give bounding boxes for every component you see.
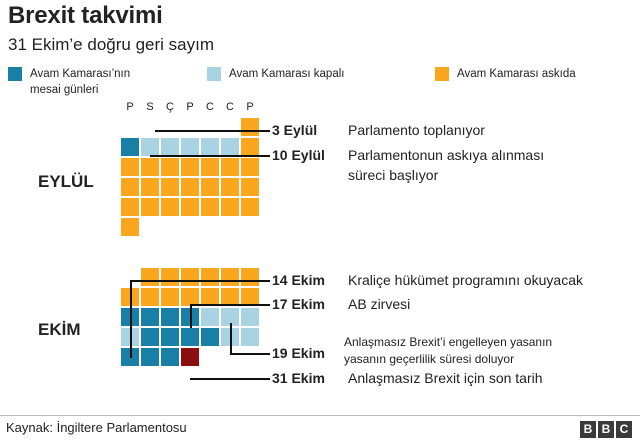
day-cell bbox=[241, 268, 259, 286]
day-cell bbox=[141, 308, 159, 326]
chart-subtitle: 31 Ekim’e doğru geri sayım bbox=[8, 35, 214, 54]
annotation-date: 14 Ekim bbox=[272, 272, 325, 288]
leader-line bbox=[190, 304, 192, 328]
day-cell bbox=[241, 328, 259, 346]
day-cell bbox=[221, 178, 239, 196]
day-cell bbox=[161, 348, 179, 366]
annotation-date: 19 Ekim bbox=[272, 345, 325, 361]
annotation-date: 17 Ekim bbox=[272, 296, 325, 312]
day-cell bbox=[161, 178, 179, 196]
annotation-text: Kraliçe hükümet programını okuyacak bbox=[348, 272, 583, 288]
legend-swatch bbox=[435, 67, 449, 81]
leader-line bbox=[130, 280, 132, 358]
source-text: Kaynak: İngiltere Parlamentosu bbox=[6, 420, 187, 435]
day-cell bbox=[161, 308, 179, 326]
legend-label: Avam Kamarası kapalı bbox=[229, 68, 345, 80]
day-cell bbox=[221, 138, 239, 156]
day-cell bbox=[221, 198, 239, 216]
day-cell bbox=[181, 268, 199, 286]
month-label: EYLÜL bbox=[38, 172, 94, 191]
bbc-logo-letter: B bbox=[580, 421, 596, 438]
legend-label: Avam Kamarası’nın mesai günleri bbox=[30, 68, 131, 96]
annotation-text: Anlaşmasız Brexit’i engelleyen yasanın ya… bbox=[344, 335, 553, 366]
day-cell bbox=[241, 118, 259, 136]
month-label: EKİM bbox=[38, 320, 81, 339]
day-cell bbox=[141, 268, 159, 286]
day-cell bbox=[181, 288, 199, 306]
day-cell bbox=[181, 158, 199, 176]
day-cell bbox=[241, 308, 259, 326]
day-cell bbox=[241, 138, 259, 156]
bbc-logo-letter: C bbox=[616, 421, 632, 438]
leader-line bbox=[190, 304, 270, 306]
day-cell bbox=[141, 158, 159, 176]
weekday-label: P bbox=[246, 101, 254, 113]
day-cell bbox=[121, 198, 139, 216]
day-cell bbox=[181, 328, 199, 346]
leader-line bbox=[130, 280, 270, 282]
day-cell bbox=[141, 328, 159, 346]
annotation-date: 31 Ekim bbox=[272, 370, 325, 386]
annotation-text: Parlamentonun askıya alınması süreci başl… bbox=[348, 147, 545, 183]
day-cell bbox=[241, 158, 259, 176]
day-cell bbox=[121, 178, 139, 196]
weekday-label: S bbox=[146, 101, 154, 113]
day-cell bbox=[201, 288, 219, 306]
day-cell bbox=[201, 268, 219, 286]
leader-line bbox=[190, 378, 270, 380]
day-cell bbox=[181, 178, 199, 196]
leader-line bbox=[150, 155, 270, 157]
day-cell bbox=[161, 198, 179, 216]
day-cell bbox=[221, 158, 239, 176]
legend-swatch bbox=[8, 67, 22, 81]
leader-line bbox=[155, 130, 270, 132]
day-cell bbox=[201, 138, 219, 156]
day-cell bbox=[201, 328, 219, 346]
annotation-text: Parlamento toplanıyor bbox=[348, 122, 485, 138]
day-cell bbox=[201, 198, 219, 216]
weekday-label: C bbox=[226, 101, 234, 113]
day-cell bbox=[141, 138, 159, 156]
day-cell bbox=[241, 198, 259, 216]
day-cell bbox=[221, 308, 239, 326]
footer-divider bbox=[0, 415, 640, 416]
annotation-date: 3 Eylül bbox=[272, 122, 318, 138]
weekday-label: C bbox=[206, 101, 214, 113]
weekday-label: Ç bbox=[166, 101, 174, 113]
day-cell bbox=[181, 138, 199, 156]
day-cell bbox=[161, 158, 179, 176]
day-cell bbox=[141, 288, 159, 306]
leader-line bbox=[230, 323, 232, 355]
day-cell bbox=[141, 348, 159, 366]
annotation-date: 10 Eylül bbox=[272, 147, 325, 163]
annotation-text: AB zirvesi bbox=[348, 296, 411, 312]
leader-line bbox=[230, 353, 270, 355]
bbc-logo-letter: B bbox=[598, 421, 614, 438]
day-cell bbox=[161, 328, 179, 346]
day-cell bbox=[121, 138, 139, 156]
day-cell bbox=[221, 268, 239, 286]
day-cell bbox=[201, 158, 219, 176]
day-cell bbox=[161, 268, 179, 286]
day-cell bbox=[161, 138, 179, 156]
day-cell bbox=[221, 288, 239, 306]
weekday-label: P bbox=[186, 101, 194, 113]
day-cell bbox=[161, 288, 179, 306]
day-cell bbox=[181, 198, 199, 216]
day-cell bbox=[141, 178, 159, 196]
annotation-text: Anlaşmasız Brexit için son tarih bbox=[348, 370, 543, 386]
day-cell bbox=[141, 198, 159, 216]
chart-title: Brexit takvimi bbox=[8, 2, 163, 29]
day-cell bbox=[241, 288, 259, 306]
legend-swatch bbox=[207, 67, 221, 81]
day-cell bbox=[121, 218, 139, 236]
day-cell bbox=[201, 178, 219, 196]
weekday-label: P bbox=[126, 101, 134, 113]
day-cell bbox=[241, 178, 259, 196]
day-cell bbox=[181, 348, 199, 366]
day-cell bbox=[121, 158, 139, 176]
day-cell bbox=[201, 308, 219, 326]
legend-label: Avam Kamarası askıda bbox=[457, 68, 576, 80]
